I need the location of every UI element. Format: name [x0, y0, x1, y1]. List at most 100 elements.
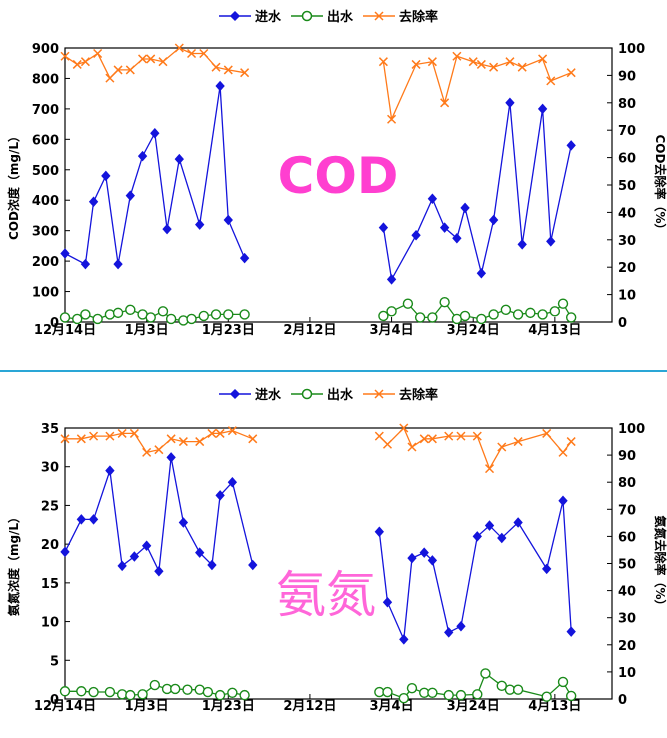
data-point [546, 76, 556, 86]
legend-outflow-circle [301, 388, 313, 400]
y2-tick-label: 100 [618, 42, 645, 57]
data-point [546, 236, 556, 247]
data-point [414, 312, 426, 323]
data-point [178, 437, 188, 447]
data-point [76, 434, 86, 444]
data-point [517, 62, 527, 72]
data-point [215, 490, 225, 501]
x-tick-label: 2月12日 [283, 699, 336, 714]
data-point [513, 437, 523, 447]
data-point [411, 229, 421, 241]
data-point [202, 686, 214, 698]
y2-tick-label: 60 [618, 530, 636, 545]
data-point [59, 312, 71, 323]
data-point [476, 268, 487, 279]
data-point [92, 313, 103, 325]
data-point [105, 73, 115, 83]
data-point [459, 310, 471, 322]
data-point [113, 258, 123, 270]
data-point [125, 65, 135, 75]
legend-inflow-marker [219, 388, 251, 400]
data-point [199, 48, 209, 59]
x-tick-label: 2月12日 [283, 323, 336, 338]
data-point [186, 313, 197, 325]
data-point [427, 312, 438, 323]
series-line [64, 47, 245, 80]
data-point [558, 495, 568, 507]
data-point [488, 309, 499, 320]
x-tick-label: 3月24日 [447, 323, 500, 338]
x-tick-label: 3月24日 [447, 699, 500, 714]
y-tick-label: 800 [32, 72, 59, 87]
series-x [60, 43, 576, 124]
data-point [150, 127, 160, 139]
y2-tick-label: 80 [618, 97, 636, 112]
data-point [419, 434, 429, 444]
series-line [382, 102, 572, 282]
x-tick-label: 4月13日 [528, 699, 581, 714]
ammonia-chart: 进水 出水 去除率 氨氮 0 5 10 15 20 25 30 35 0 10 20 30 40 50 60… [6, 387, 667, 714]
data-point [398, 693, 410, 704]
legend-outflow-label: 出水 [327, 9, 354, 25]
data-point [452, 233, 462, 244]
data-point [170, 683, 181, 695]
series-diamond [60, 80, 576, 285]
y2-tick-label: 90 [618, 449, 636, 464]
data-point [541, 691, 552, 702]
y2-tick-label: 10 [618, 666, 636, 681]
data-point [497, 442, 507, 452]
legend-inflow-marker [219, 10, 251, 22]
data-point [210, 309, 222, 320]
data-point [223, 214, 233, 226]
big-label-ammonia: 氨氮 [276, 566, 376, 624]
data-point [125, 304, 136, 316]
data-point [566, 626, 576, 637]
data-point [146, 54, 156, 64]
y-tick-label: 300 [32, 225, 59, 240]
data-point [207, 559, 217, 571]
y-tick-label: 25 [41, 499, 59, 514]
data-point [142, 447, 152, 457]
data-point [517, 239, 527, 250]
x-tick-label: 1月3日 [125, 323, 169, 338]
data-point [399, 423, 409, 433]
series-circle [59, 297, 577, 326]
plot-area [64, 427, 613, 700]
y2-tick-label: 10 [618, 289, 636, 304]
x-tick-label: 4月13日 [528, 323, 581, 338]
data-point [239, 252, 250, 264]
data-point [195, 547, 205, 558]
data-point [525, 307, 536, 319]
y-tick-label: 0 [50, 693, 59, 708]
data-point [407, 552, 417, 564]
data-point [505, 57, 515, 67]
data-point [557, 676, 569, 688]
y2-tick-label: 0 [618, 316, 627, 331]
y-axis-label: COD浓度（mg/L） [6, 130, 21, 240]
data-point [187, 48, 197, 59]
y-tick-label: 700 [32, 103, 59, 118]
y-tick-label: 200 [32, 255, 59, 270]
data-point [427, 57, 437, 67]
data-point [214, 689, 226, 701]
data-point [72, 313, 83, 325]
y2-tick-label: 100 [618, 422, 645, 437]
data-point [239, 689, 250, 701]
y2-tick-label: 40 [618, 206, 636, 221]
data-point [227, 687, 238, 699]
data-point [248, 434, 258, 444]
data-point [76, 514, 86, 525]
data-point [125, 689, 136, 701]
data-point [158, 57, 168, 67]
data-point [476, 59, 486, 69]
data-point [406, 682, 418, 694]
data-point [512, 309, 524, 320]
data-point [207, 428, 217, 438]
data-point [178, 517, 189, 528]
data-point [378, 310, 389, 322]
data-point [248, 559, 258, 571]
data-point [542, 428, 552, 438]
data-point [129, 551, 140, 562]
y2-tick-label: 20 [618, 639, 636, 654]
data-point [165, 313, 177, 325]
